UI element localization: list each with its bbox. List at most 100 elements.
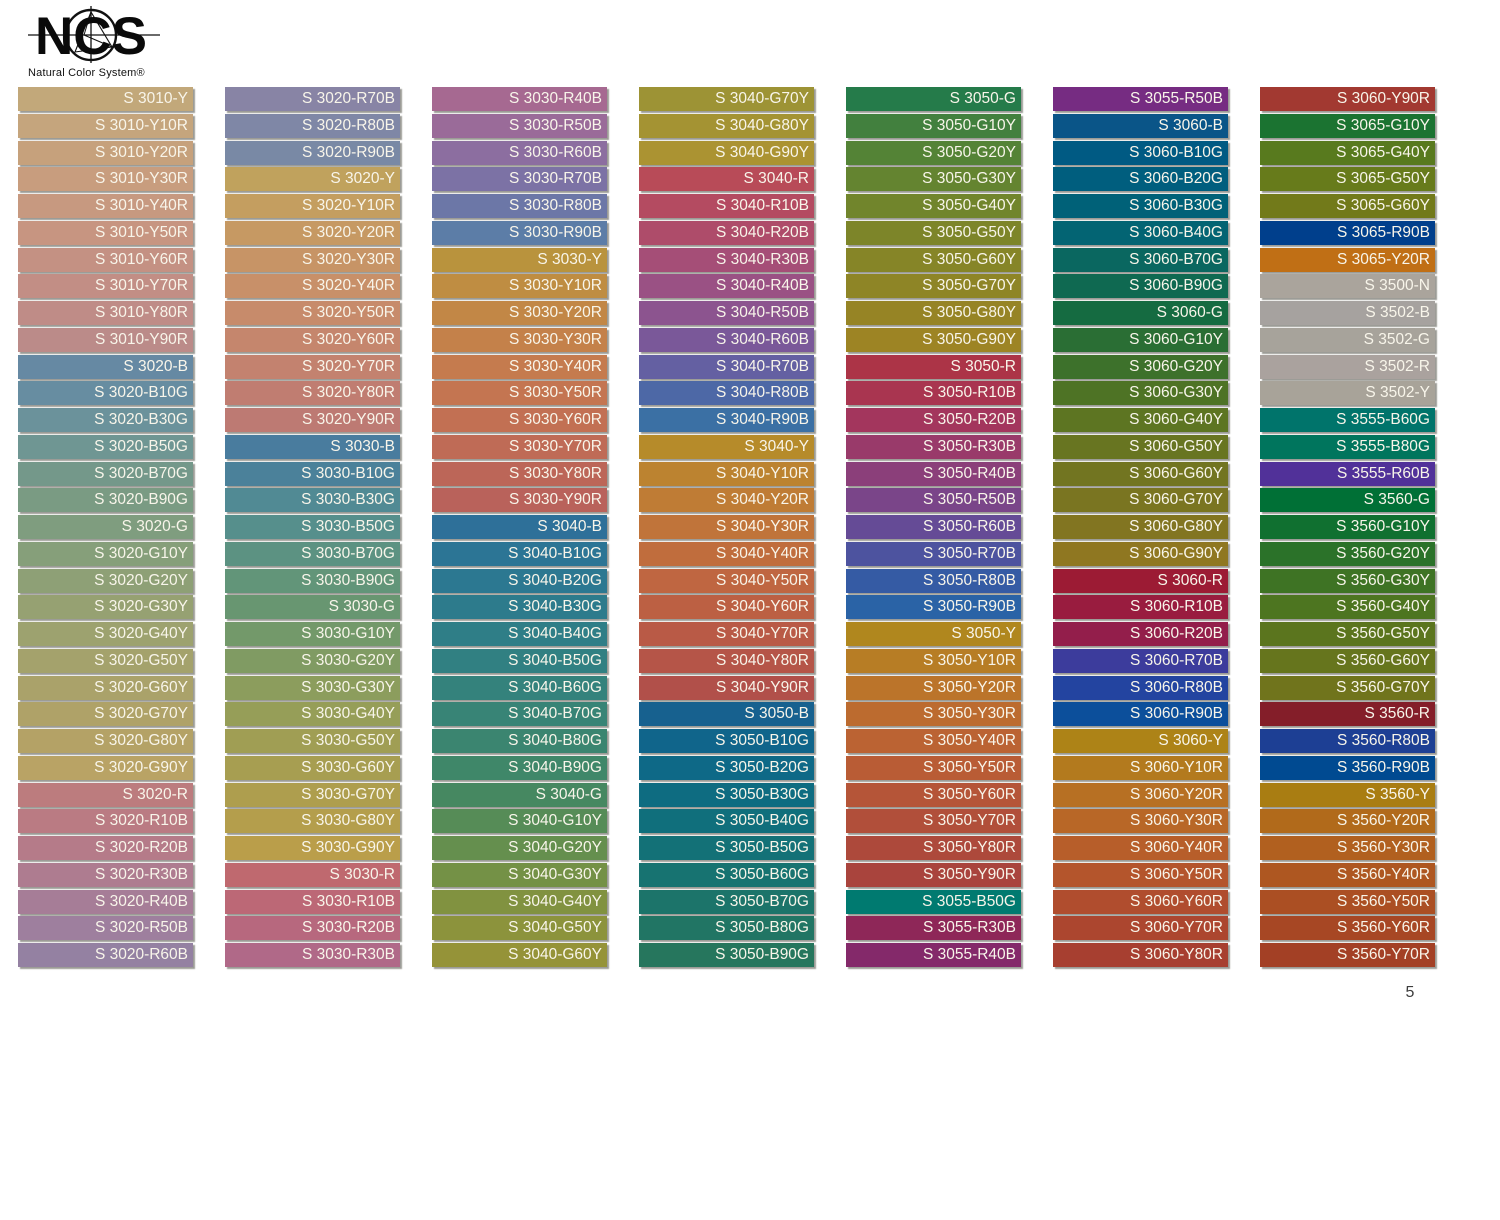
color-swatch: S 3060-G50Y (1053, 434, 1228, 459)
swatch-code: S 3040-G60Y (508, 946, 602, 963)
swatch-code: S 3030-R90B (508, 223, 602, 241)
swatch-code: S 3060-B40G (1129, 223, 1223, 241)
color-swatch: S 3560-G (1260, 488, 1435, 513)
swatch-code: S 3020-B50G (94, 437, 188, 455)
swatch-code: S 3020-R30B (94, 865, 188, 883)
swatch-code: S 3050-G60Y (922, 250, 1016, 268)
color-swatch: S 3040-Y50R (639, 568, 814, 593)
color-swatch: S 3010-Y60R (18, 247, 193, 272)
swatch-code: S 3050-B40G (715, 812, 809, 830)
color-swatch: S 3050-R40B (846, 461, 1021, 486)
swatch-code: S 3040-G20Y (508, 839, 602, 856)
color-swatch: S 3030-G10Y (225, 622, 400, 646)
swatch-code: S 3030-G60Y (301, 758, 395, 776)
color-swatch: S 3020-Y80R (225, 381, 400, 406)
color-swatch: S 3050-G80Y (846, 301, 1021, 325)
swatch-code: S 3030-G80Y (301, 812, 395, 830)
swatch-code: S 3040-G70Y (715, 90, 809, 107)
swatch-code: S 3030-R30B (301, 946, 395, 963)
color-swatch: S 3010-Y30R (18, 167, 193, 192)
color-swatch: S 3065-Y20R (1260, 247, 1435, 272)
swatch-code: S 3060-G80Y (1129, 518, 1223, 535)
swatch-code: S 3055-R30B (922, 919, 1016, 937)
color-swatch: S 3040-B (432, 515, 607, 539)
swatch-code: S 3060-B10G (1129, 143, 1223, 161)
color-swatch: S 3555-R60B (1260, 461, 1435, 486)
swatch-code: S 3060-G20Y (1129, 357, 1223, 375)
color-swatch: S 3560-R80B (1260, 729, 1435, 753)
color-swatch: S 3040-B10G (432, 541, 607, 566)
logo-subtitle: Natural Color System® (28, 67, 145, 79)
swatch-column: S 3030-R40B S 3030-R50B S 3030-R60B S 3030-… (432, 87, 607, 967)
color-swatch: S 3050-B50G (639, 836, 814, 860)
swatch-code: S 3502-B (1365, 304, 1430, 321)
color-swatch: S 3050-R30B (846, 434, 1021, 459)
color-swatch: S 3030-Y10R (432, 274, 607, 299)
color-swatch: S 3020-R90B (225, 140, 400, 165)
swatch-code: S 3060-G40Y (1129, 411, 1223, 428)
swatch-code: S 3020-B90G (94, 491, 188, 509)
color-swatch: S 3060-B90G (1053, 274, 1228, 299)
swatch-code: S 3020-R60B (94, 946, 188, 963)
color-swatch: S 3050-G (846, 87, 1021, 111)
swatch-code: S 3030-Y10R (508, 277, 602, 295)
swatch-code: S 3065-Y20R (1336, 250, 1430, 268)
swatch-code: S 3020-G50Y (94, 651, 188, 669)
color-swatch: S 3560-R (1260, 702, 1435, 727)
color-swatch: S 3560-Y30R (1260, 836, 1435, 860)
swatch-code: S 3050-B10G (715, 732, 809, 749)
swatch-code: S 3555-B60G (1336, 411, 1430, 428)
swatch-column: S 3050-G S 3050-G10Y S 3050-G20Y S 3050-G30… (846, 87, 1021, 967)
swatch-code: S 3560-G40Y (1336, 598, 1430, 616)
swatch-code: S 3040-G (535, 785, 602, 803)
swatch-code: S 3030-Y30R (508, 330, 602, 348)
color-swatch: S 3030-G90Y (225, 836, 400, 860)
color-swatch: S 3065-G40Y (1260, 140, 1435, 165)
swatch-code: S 3020-G90Y (94, 758, 188, 776)
swatch-code: S 3050-G80Y (922, 304, 1016, 321)
swatch-code: S 3010-Y10R (94, 116, 188, 134)
color-swatch: S 3060-R80B (1053, 675, 1228, 700)
swatch-code: S 3050-G (949, 90, 1016, 107)
color-swatch: S 3020-Y20R (225, 220, 400, 245)
color-swatch: S 3040-B80G (432, 729, 607, 753)
swatch-code: S 3020-Y50R (301, 304, 395, 321)
color-swatch: S 3060-B (1053, 113, 1228, 138)
color-swatch: S 3050-G30Y (846, 167, 1021, 192)
color-swatch: S 3030-R60B (432, 140, 607, 165)
ncs-logo: NCS Natural Color System® (28, 6, 178, 79)
color-swatch: S 3030-B (225, 434, 400, 459)
swatch-code: S 3050-G30Y (922, 170, 1016, 188)
swatch-code: S 3050-R80B (922, 571, 1016, 589)
color-swatch: S 3020-R80B (225, 113, 400, 138)
swatch-code: S 3020-R20B (94, 839, 188, 856)
color-swatch: S 3020-R60B (18, 943, 193, 967)
color-swatch: S 3040-Y80R (639, 648, 814, 673)
color-swatch: S 3030-Y90R (432, 488, 607, 513)
color-swatch: S 3060-G80Y (1053, 515, 1228, 539)
swatch-code: S 3560-G10Y (1336, 518, 1430, 535)
swatch-code: S 3030-R40B (508, 90, 602, 107)
swatch-code: S 3040-B90G (508, 758, 602, 776)
color-swatch: S 3030-R10B (225, 889, 400, 914)
color-swatch: S 3020-R50B (18, 916, 193, 941)
swatch-code: S 3560-G20Y (1336, 544, 1430, 562)
color-swatch: S 3020-G90Y (18, 755, 193, 780)
color-swatch: S 3050-B60G (639, 862, 814, 887)
color-swatch: S 3010-Y80R (18, 301, 193, 325)
swatch-code: S 3060-G (1156, 304, 1223, 321)
swatch-code: S 3060-Y30R (1129, 812, 1223, 830)
logo-letters: NCS (35, 7, 147, 66)
color-swatch: S 3020-R30B (18, 862, 193, 887)
color-swatch: S 3030-Y70R (432, 434, 607, 459)
swatch-code: S 3030-B10G (301, 464, 395, 482)
color-swatch: S 3050-Y80R (846, 836, 1021, 860)
color-swatch: S 3560-Y50R (1260, 889, 1435, 914)
color-swatch: S 3060-Y50R (1053, 862, 1228, 887)
swatch-code: S 3040-Y10R (715, 464, 809, 482)
color-swatch: S 3560-G70Y (1260, 675, 1435, 700)
color-swatch: S 3060-R20B (1053, 622, 1228, 646)
swatch-code: S 3502-Y (1365, 384, 1430, 402)
swatch-code: S 3560-R (1364, 705, 1430, 723)
color-swatch: S 3060-R70B (1053, 648, 1228, 673)
